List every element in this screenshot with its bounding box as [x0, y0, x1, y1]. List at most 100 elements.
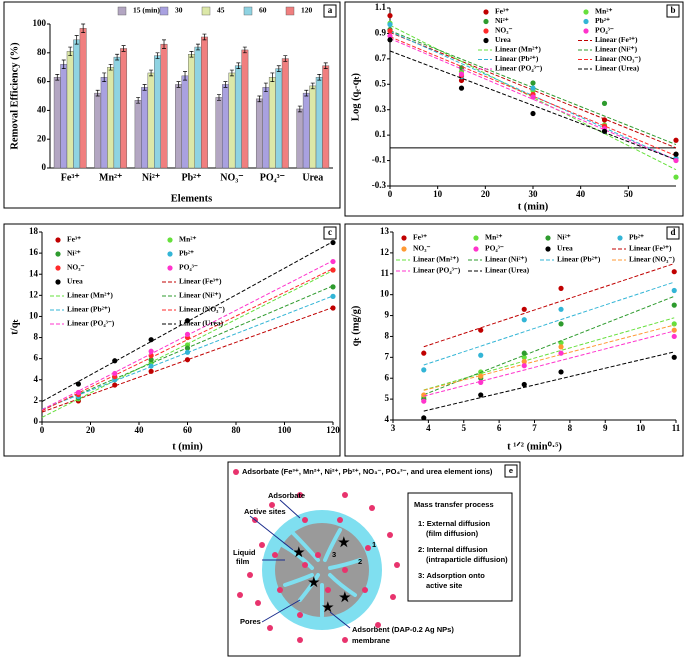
point: [521, 306, 527, 312]
point: [387, 21, 393, 28]
legend-swatch: [583, 9, 589, 15]
x-tick-label: 100: [278, 425, 292, 435]
point: [421, 398, 427, 404]
point: [671, 354, 677, 360]
y-tick-label: 13: [380, 226, 390, 236]
point: [421, 392, 427, 398]
y-tick-label: 10: [380, 289, 390, 299]
point: [558, 369, 564, 375]
y-axis-label: Removal Efficiency (%): [9, 42, 20, 150]
legend-label: PO₄³⁻: [485, 244, 504, 253]
y-tick-label: 10: [29, 311, 39, 321]
diagram: e Adsorbate (Fe³⁺, Mn²⁺, Ni²⁺, Pb²⁺, NO₃…: [227, 461, 521, 657]
point: [530, 94, 536, 100]
bar: [322, 65, 330, 169]
point: [671, 321, 677, 327]
panel-tag: d: [670, 227, 675, 237]
step-marker: 2: [358, 557, 362, 566]
legend-swatch: [55, 265, 61, 271]
legend-swatch: [167, 237, 173, 243]
bar: [215, 97, 223, 169]
point: [521, 381, 527, 388]
point: [521, 350, 527, 356]
point: [673, 137, 679, 143]
point: [148, 357, 154, 363]
point: [330, 267, 336, 273]
trendline: [389, 24, 677, 171]
error-bar: [183, 71, 188, 81]
bar: [107, 66, 115, 169]
y-tick-label: 0: [42, 162, 47, 172]
point: [421, 415, 427, 421]
panel-tag-box: [666, 226, 680, 240]
legend-swatch: [401, 246, 407, 252]
error-bar: [310, 82, 315, 90]
x-tick-label: 40: [135, 425, 145, 435]
point: [112, 358, 118, 364]
bar: [66, 51, 74, 169]
y-tick-label: 2: [34, 395, 39, 405]
y-tick-label: 4: [385, 414, 390, 424]
svg-text:★: ★: [339, 589, 351, 604]
bar: [175, 84, 182, 169]
y-tick-label: 18: [29, 226, 39, 236]
legend-label: Mn²⁺: [485, 233, 502, 242]
legend-label: Linear (Ni²⁺): [485, 255, 528, 264]
legend-label: Linear (Fe³⁺): [179, 277, 222, 286]
legend-swatch: [401, 235, 407, 241]
y-tick-label: 40: [37, 104, 47, 114]
trendline: [423, 281, 675, 366]
legend-label: Urea: [557, 244, 573, 253]
x-tick-label: 10: [433, 189, 443, 199]
error-bar: [263, 82, 268, 93]
panel-tag-box: [666, 4, 680, 18]
legend-swatch: [55, 279, 61, 285]
point: [387, 28, 393, 34]
error-bar: [149, 69, 154, 77]
diagram-title: Adsorbate (Fe³⁺, Mn²⁺, Ni²⁺, Pb²⁺, NO₃⁻,…: [242, 467, 493, 476]
error-bar: [74, 35, 79, 45]
x-tick-label: 0: [388, 189, 393, 199]
point: [330, 293, 336, 299]
legend-label: 120: [301, 6, 313, 15]
point: [673, 157, 679, 164]
legend-label: NO₃⁻: [413, 244, 430, 253]
y-axis-label: qₜ (mg/g): [350, 305, 361, 346]
y-tick-label: 8: [385, 331, 390, 341]
label: Adsorbent (DAP-0.2 Ag NPs): [352, 625, 454, 634]
y-tick-label: 6: [34, 353, 39, 363]
error-bar: [323, 62, 328, 69]
error-bar: [216, 94, 221, 101]
y-tick-label: 0.3: [375, 104, 387, 114]
point: [148, 363, 154, 369]
legend-swatch: [483, 18, 489, 25]
legend-label: Urea: [495, 35, 511, 44]
bar: [296, 108, 304, 169]
error-bar: [55, 74, 60, 81]
legend-label: Linear (Urea): [485, 266, 530, 275]
ion: [233, 469, 239, 475]
legend-swatch: [545, 246, 551, 252]
legend-label: Linear (PO₄³⁻): [67, 319, 115, 328]
error-bar: [276, 65, 281, 72]
y-tick-label: 80: [37, 47, 47, 57]
bar: [94, 92, 102, 169]
point: [330, 305, 336, 311]
legend-swatch: [545, 235, 551, 241]
x-tick-label: 7: [532, 423, 537, 433]
error-bar: [223, 81, 228, 88]
y-tick-label: -0.3: [372, 180, 387, 190]
legend-label: Fe³⁺: [413, 233, 427, 242]
legend-label: NO₃⁻: [495, 26, 512, 35]
y-tick-label: 100: [33, 18, 47, 28]
point: [601, 128, 608, 134]
point: [530, 80, 536, 86]
point: [387, 37, 393, 43]
legend-swatch: [167, 265, 173, 271]
y-tick-label: 0.1: [375, 129, 387, 139]
error-bar: [297, 105, 302, 113]
bar: [222, 84, 229, 169]
panel-frame: [344, 1, 684, 217]
bar: [241, 49, 249, 169]
bar: [201, 36, 208, 169]
